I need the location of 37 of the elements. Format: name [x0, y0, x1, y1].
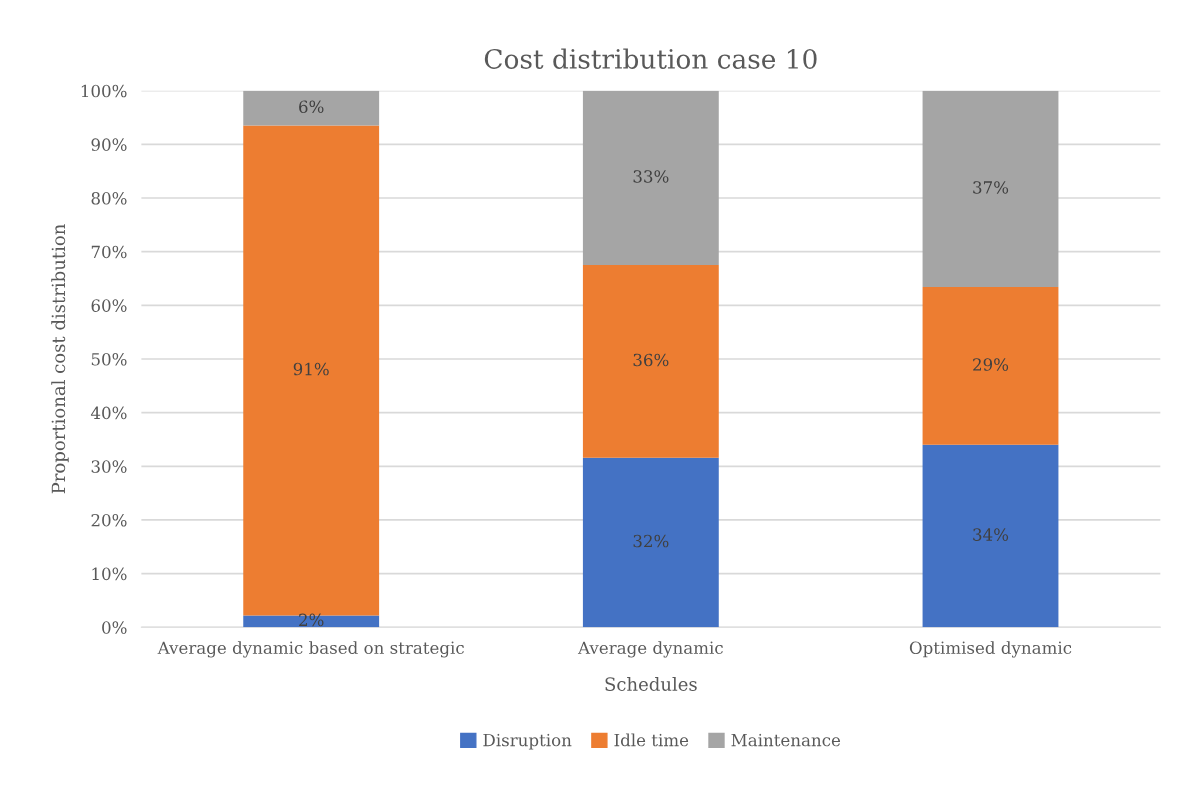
bar: [582, 90, 719, 266]
x-tick-label: Average dynamic based on strategic: [157, 641, 464, 658]
legend-label: Maintenance: [731, 733, 841, 747]
legend-label: Idle time: [614, 733, 689, 747]
y-tick-label: 0%: [102, 621, 127, 634]
y-tick-label: 70%: [91, 245, 127, 259]
data-label: 34%: [973, 528, 1009, 541]
y-tick-label: 60%: [91, 299, 127, 312]
y-tick-label: 90%: [91, 138, 127, 151]
bar: [922, 90, 1059, 288]
data-label: 6%: [299, 100, 324, 114]
y-tick-label: 80%: [91, 192, 127, 205]
data-label: 2%: [299, 613, 324, 627]
data-label: 36%: [633, 353, 669, 367]
bar: [582, 265, 719, 458]
data-label: 33%: [633, 170, 669, 183]
data-label: 29%: [973, 358, 1009, 371]
bar: [243, 90, 380, 126]
y-tick-label: 20%: [91, 513, 127, 527]
data-label: 32%: [633, 534, 669, 548]
y-tick-label: 40%: [90, 406, 127, 420]
bar: [922, 287, 1059, 445]
y-axis-title: Proportional cost distribution: [51, 224, 69, 494]
y-tick-label: 30%: [91, 460, 127, 473]
x-axis-title: Schedules: [605, 676, 697, 691]
y-tick-label: 100%: [81, 84, 127, 98]
data-label: 37%: [973, 181, 1009, 194]
legend-label: Disruption: [483, 733, 572, 750]
x-tick-label: Average dynamic: [577, 641, 723, 658]
x-tick-label: Optimised dynamic: [909, 641, 1072, 658]
chart-title: Cost distribution case 10: [484, 48, 817, 69]
bar: [922, 444, 1059, 628]
y-tick-label: 50%: [91, 352, 127, 366]
data-label: 91%: [293, 362, 329, 376]
bar: [582, 457, 719, 628]
y-tick-label: 10%: [92, 567, 127, 581]
bar: [243, 615, 380, 628]
